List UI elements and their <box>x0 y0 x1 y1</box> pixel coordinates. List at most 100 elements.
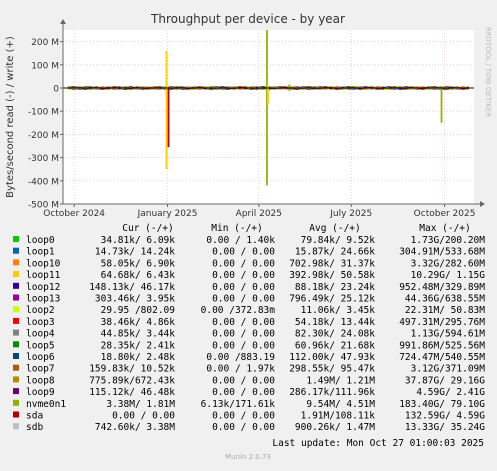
legend: Cur (-/+) Min (-/+) Avg (-/+) Max (-/+) loop… <box>13 223 485 433</box>
legend-swatch-loop5 <box>13 341 19 348</box>
legend-name: loop10 <box>26 258 61 269</box>
y-axis-arrow <box>60 19 66 24</box>
legend-swatch-loop6 <box>13 353 19 359</box>
legend-value: 82.30k/ 24.08k <box>295 329 375 340</box>
y-tick-label: -100 M <box>28 108 59 118</box>
legend-swatch-loop4 <box>13 329 19 336</box>
x-tick-label: October 2024 <box>43 209 105 219</box>
legend-value: 38.46k/ 4.86k <box>101 317 176 328</box>
legend-header: Cur (-/+) <box>122 223 173 234</box>
legend-value: 6.13k/171.61k <box>201 399 276 410</box>
legend-value: 0.00 / 0.00 <box>212 387 275 398</box>
legend-value: 1.73G/200.20M <box>411 235 486 246</box>
legend-value: 44.36G/638.55M <box>405 294 485 305</box>
legend-value: 952.48M/329.89M <box>399 282 485 293</box>
y-tick-label: -400 M <box>28 177 59 187</box>
last-update: Last update: Mon Oct 27 01:00:03 2025 <box>272 438 484 449</box>
y-tick-label: -200 M <box>28 131 59 141</box>
legend-name: loop0 <box>26 235 55 246</box>
legend-value: 88.18k/ 23.24k <box>295 282 375 293</box>
legend-swatch-loop11 <box>13 271 19 278</box>
legend-value: 298.55k/ 95.47k <box>289 364 375 375</box>
plot-area <box>63 30 474 204</box>
legend-value: 0.00 / 0.00 <box>212 258 275 269</box>
legend-value: 29.95 /802.09 <box>101 305 176 316</box>
legend-name: loop3 <box>26 317 55 328</box>
y-tick-label: 200 M <box>31 38 59 48</box>
y-tick-label: 100 M <box>31 61 59 71</box>
legend-swatch-loop12 <box>13 282 19 289</box>
legend-value: 775.89k/672.43k <box>89 375 175 386</box>
legend-value: 159.83k/ 10.52k <box>89 364 175 375</box>
legend-swatch-sda <box>13 411 19 418</box>
legend-name: loop11 <box>26 270 61 281</box>
legend-swatch-loop8 <box>13 376 19 383</box>
legend-value: 286.17k/111.96k <box>289 387 375 398</box>
legend-name: loop4 <box>26 329 55 340</box>
legend-swatch-loop0 <box>13 236 19 242</box>
legend-swatch-loop13 <box>13 294 19 301</box>
legend-header: Max (-/+) <box>419 223 470 234</box>
legend-swatch-loop7 <box>13 364 19 371</box>
legend-value: 10.29G/ 1.15G <box>411 270 486 281</box>
legend-swatch-loop3 <box>13 317 19 324</box>
legend-header: Min (-/+) <box>211 223 262 234</box>
x-axis-arrow <box>480 201 485 207</box>
legend-value: 303.46k/ 3.95k <box>95 294 175 305</box>
legend-swatch-nvme0n1 <box>13 399 19 406</box>
y-tick-label: -300 M <box>28 154 59 164</box>
tick-labels: 200 M 100 M 0 -100 M -200 M -300 M -400 M -500 … <box>28 38 476 219</box>
legend-swatch-loop9 <box>13 388 19 395</box>
legend-value: 34.81k/ 6.09k <box>101 235 176 246</box>
legend-value: 724.47M/540.55M <box>399 352 485 363</box>
legend-value: 37.87G/ 29.16G <box>405 375 485 386</box>
legend-value: 0.00 / 0.00 <box>212 317 275 328</box>
y-axis-label: Bytes/second read (-) / write (+) <box>5 36 16 198</box>
legend-name: loop6 <box>26 352 55 363</box>
y-tick-label: -500 M <box>28 201 59 211</box>
legend-value: 4.59G/ 2.41G <box>416 387 485 398</box>
axes <box>60 19 485 207</box>
legend-name: sdb <box>26 422 43 433</box>
legend-value: 0.00 / 0.00 <box>212 329 275 340</box>
legend-value: 0.00 / 0.00 <box>212 340 275 351</box>
legend-value: 22.31M/ 50.83M <box>405 305 485 316</box>
munin-footer: Munin 2.0.73 <box>225 453 271 461</box>
legend-value: 14.73k/ 14.24k <box>95 247 175 258</box>
legend-swatch-loop1 <box>13 247 19 254</box>
legend-name: loop12 <box>26 282 60 293</box>
legend-value: 9.54M/ 4.51M <box>306 399 375 410</box>
x-tick-label: April 2025 <box>236 209 282 219</box>
legend-swatch-loop2 <box>13 306 19 313</box>
legend-swatch-sdb <box>13 423 19 430</box>
legend-value: 0.00 / 1.97k <box>206 364 275 375</box>
legend-value: 0.00 / 0.00 <box>212 270 275 281</box>
legend-value: 742.60k/ 3.38M <box>95 422 175 433</box>
legend-value: 991.86M/525.56M <box>399 340 485 351</box>
legend-value: 60.96k/ 21.68k <box>295 340 375 351</box>
legend-name: loop9 <box>26 387 55 398</box>
legend-value: 79.84k/ 9.52k <box>301 235 376 246</box>
legend-value: 3.38M/ 1.81M <box>106 399 175 410</box>
legend-value: 112.00k/ 47.93k <box>289 352 375 363</box>
legend-value: 702.98k/ 31.37k <box>289 258 375 269</box>
legend-value: 11.06k/ 3.45k <box>301 305 376 316</box>
legend-value: 0.00 / 0.00 <box>212 375 275 386</box>
legend-value: 13.33G/ 35.24G <box>405 422 485 433</box>
legend-value: 64.68k/ 6.43k <box>101 270 176 281</box>
x-tick-label: January 2025 <box>137 209 198 219</box>
legend-value: 28.35k/ 2.41k <box>101 340 176 351</box>
legend-value: 18.80k/ 2.48k <box>101 352 176 363</box>
legend-value: 3.12G/371.09M <box>411 364 486 375</box>
legend-value: 0.00 / 0.00 <box>212 247 275 258</box>
legend-value: 132.59G/ 4.59G <box>405 411 485 422</box>
legend-value: 304.91M/533.68M <box>399 247 485 258</box>
legend-value: 0.00 / 0.00 <box>212 411 275 422</box>
legend-value: 0.00 /372.83m <box>201 305 276 316</box>
legend-value: 796.49k/ 25.12k <box>289 294 375 305</box>
legend-name: loop8 <box>26 375 55 386</box>
y-tick-label: 0 <box>53 85 59 95</box>
legend-name: loop2 <box>26 305 55 316</box>
legend-name: loop5 <box>26 340 55 351</box>
